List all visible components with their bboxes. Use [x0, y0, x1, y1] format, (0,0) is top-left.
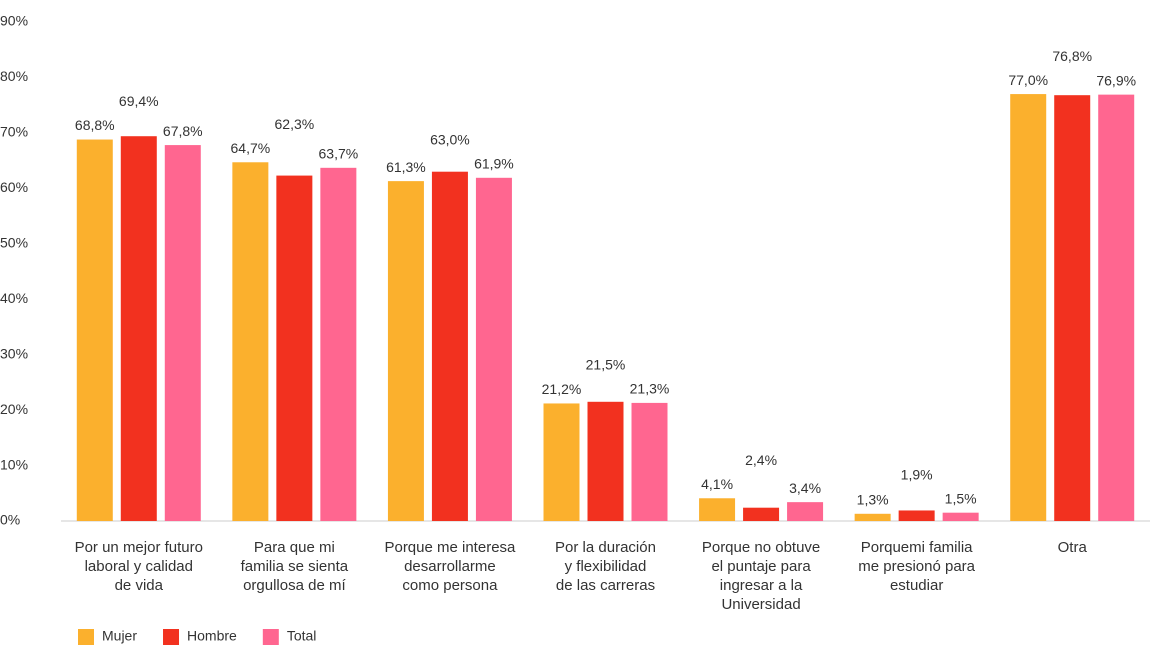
data-label: 3,4%: [789, 480, 821, 496]
bar: [942, 512, 979, 521]
x-tick-label: Porque me interesa desarrollarme como pe…: [384, 539, 516, 594]
data-label: 1,3%: [857, 491, 889, 507]
x-tick-label: Otra: [1057, 539, 1087, 556]
data-label: 61,3%: [386, 159, 426, 175]
data-label: 68,8%: [75, 117, 115, 133]
data-label: 67,8%: [163, 123, 203, 139]
bar: [320, 167, 357, 521]
x-tick-label: Porquemi familia me presionó para estudi…: [858, 539, 975, 594]
legend-swatch: [163, 629, 180, 645]
bar: [631, 402, 668, 521]
data-label: 77,0%: [1008, 72, 1048, 88]
y-tick-label: 0%: [0, 512, 20, 528]
bar: [387, 181, 424, 521]
y-tick-label: 90%: [0, 13, 28, 29]
data-label: 64,7%: [231, 140, 271, 156]
y-tick-label: 30%: [0, 345, 28, 361]
bar: [276, 175, 313, 521]
bar: [475, 177, 512, 521]
y-tick-label: 10%: [0, 456, 28, 472]
bar: [543, 403, 580, 521]
bar: [76, 139, 113, 521]
y-tick-label: 40%: [0, 290, 28, 306]
bar: [431, 171, 468, 521]
y-tick-label: 60%: [0, 179, 28, 195]
y-tick-label: 80%: [0, 68, 28, 84]
bar: [699, 498, 736, 521]
data-label: 1,9%: [901, 466, 933, 482]
data-label: 76,8%: [1052, 48, 1092, 64]
y-tick-label: 70%: [0, 124, 28, 140]
y-tick-label: 20%: [0, 401, 28, 417]
data-label: 21,2%: [542, 381, 582, 397]
bar: [1010, 94, 1047, 522]
data-label: 63,0%: [430, 132, 470, 148]
data-label: 62,3%: [275, 116, 315, 132]
data-label: 61,9%: [474, 156, 514, 172]
x-tick-label: Por la duración y flexibilidad de las ca…: [555, 539, 656, 594]
y-tick-label: 50%: [0, 234, 28, 250]
bar: [164, 145, 201, 521]
data-label: 2,4%: [745, 452, 777, 468]
x-tick-label: Porque no obtuve el puntaje para ingresa…: [701, 539, 821, 613]
legend-swatch: [262, 629, 279, 645]
data-label: 21,3%: [630, 381, 670, 397]
bar: [787, 502, 824, 521]
data-label: 21,5%: [586, 357, 626, 373]
x-tick-label: Por un mejor futuro laboral y calidad de…: [74, 539, 203, 594]
bar: [120, 136, 157, 521]
bar: [898, 510, 935, 521]
data-label: 69,4%: [119, 93, 159, 109]
data-label: 63,7%: [319, 146, 359, 162]
data-label: 4,1%: [701, 476, 733, 492]
bar: [1098, 94, 1135, 521]
legend-label: Total: [287, 628, 317, 644]
x-tick-label: Para que mi familia se sienta orgullosa …: [240, 539, 349, 594]
legend-label: Mujer: [102, 628, 137, 644]
legend-swatch: [78, 629, 94, 645]
data-label: 76,9%: [1096, 72, 1136, 88]
bar: [1054, 95, 1091, 521]
legend-label: Hombre: [187, 628, 237, 644]
bar: [232, 162, 269, 521]
bar: [743, 507, 780, 521]
data-label: 1,5%: [945, 490, 977, 506]
bar: [854, 513, 891, 521]
bar: [587, 401, 624, 521]
